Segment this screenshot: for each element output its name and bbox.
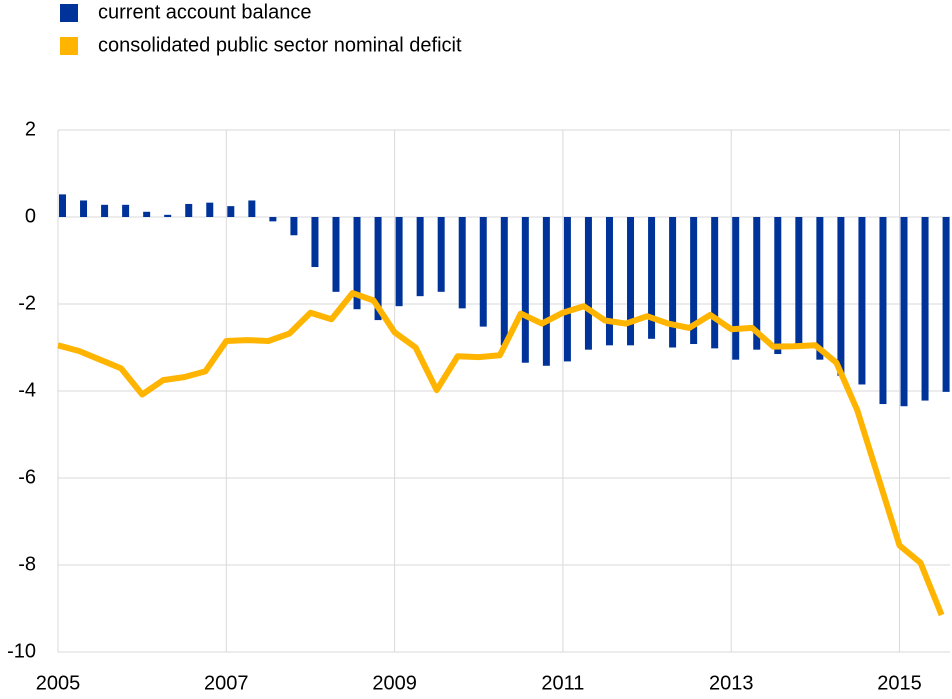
x-tick-label: 2009 xyxy=(372,672,417,694)
line xyxy=(57,290,945,617)
x-tick-label: 2005 xyxy=(36,672,81,694)
bar xyxy=(395,217,403,307)
bar xyxy=(942,217,950,392)
marks xyxy=(57,194,950,617)
bar xyxy=(627,217,635,346)
bar xyxy=(227,206,235,217)
bar xyxy=(122,204,130,217)
bar xyxy=(59,194,66,217)
y-tick-label: -10 xyxy=(7,640,36,662)
legend-label: consolidated public sector nominal defic… xyxy=(98,34,462,56)
bar xyxy=(164,214,172,217)
bar xyxy=(542,217,550,366)
bar xyxy=(584,217,592,350)
bar xyxy=(269,217,277,222)
x-tick-label: 2007 xyxy=(204,672,249,694)
bar xyxy=(605,217,613,346)
bar xyxy=(837,217,845,376)
bar xyxy=(690,217,698,345)
y-tick-label: 2 xyxy=(25,118,36,140)
bar xyxy=(795,217,803,346)
legend-swatch xyxy=(60,37,78,55)
bar xyxy=(416,217,424,297)
y-tick-label: -4 xyxy=(18,379,36,401)
bar xyxy=(332,217,340,292)
bar xyxy=(753,217,761,350)
bar xyxy=(648,217,656,339)
bar xyxy=(521,217,529,363)
bar xyxy=(921,217,929,401)
bar xyxy=(248,200,256,217)
y-tick-label: -8 xyxy=(18,553,36,575)
bar xyxy=(563,217,571,362)
x-tick-label: 2013 xyxy=(709,672,754,694)
bar xyxy=(500,217,508,346)
bar xyxy=(711,217,719,349)
bar xyxy=(437,217,445,292)
bar xyxy=(353,217,361,310)
bar xyxy=(732,217,740,360)
legend-swatch xyxy=(60,4,78,22)
bar xyxy=(458,217,466,309)
bar xyxy=(185,203,193,217)
bar xyxy=(311,217,319,268)
x-tick-label: 2015 xyxy=(877,672,922,694)
bar xyxy=(774,217,782,355)
legend-label: current account balance xyxy=(98,1,311,23)
bar xyxy=(101,204,109,217)
y-tick-label: -2 xyxy=(18,292,36,314)
legend: current account balance consolidated publ… xyxy=(60,1,462,56)
bar xyxy=(858,217,866,385)
y-tick-label: -6 xyxy=(18,466,36,488)
bar xyxy=(80,200,88,217)
bar xyxy=(206,202,214,217)
bar xyxy=(143,211,151,217)
bar xyxy=(879,217,887,405)
x-tick-label: 2011 xyxy=(541,672,584,694)
bar xyxy=(479,217,487,327)
y-tick-label: 0 xyxy=(25,205,36,227)
bar xyxy=(816,217,824,360)
bar xyxy=(290,217,298,236)
bar xyxy=(374,217,382,321)
bar xyxy=(900,217,908,407)
bar xyxy=(669,217,677,348)
